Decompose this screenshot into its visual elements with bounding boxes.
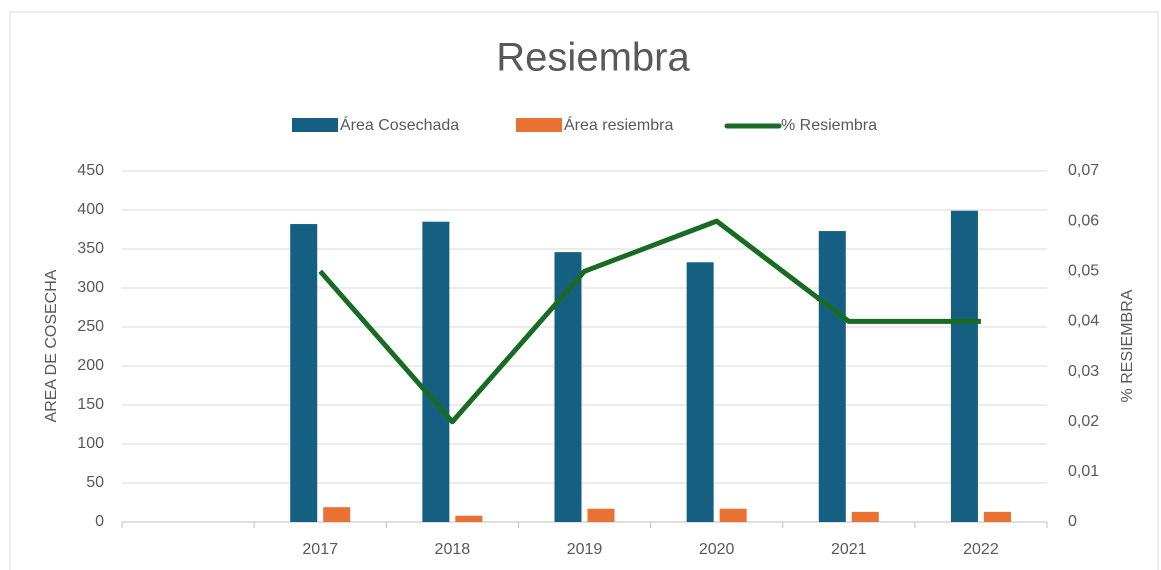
x-tick-label: 2018	[435, 541, 471, 558]
y-axis-label: AREA DE COSECHA	[43, 269, 60, 422]
chart-title: Resiembra	[496, 36, 690, 80]
x-tick-label: 2022	[963, 541, 999, 558]
y2-tick-label: 0,05	[1068, 263, 1099, 280]
bar	[686, 262, 714, 522]
y2-tick-label: 0,01	[1068, 463, 1099, 480]
line	[318, 218, 981, 425]
bar	[851, 511, 879, 522]
bar	[983, 511, 1011, 522]
chart-border	[9, 11, 1159, 570]
y2-tick-label: 0,07	[1068, 162, 1099, 179]
y-tick-label: 150	[77, 396, 104, 413]
y-tick-label: 300	[77, 279, 104, 296]
y-tick-label: 350	[77, 240, 104, 257]
y-tick-label: 250	[77, 318, 104, 335]
bar	[290, 224, 318, 523]
y2-tick-label: 0,02	[1068, 413, 1099, 430]
y-tick-label: 0	[95, 513, 104, 530]
y2-tick-label: 0,04	[1068, 313, 1099, 330]
y-tick-label: 50	[86, 474, 104, 491]
bar	[950, 210, 978, 522]
legend-swatch	[516, 118, 562, 132]
bar	[719, 508, 747, 522]
legend-label: % Resiembra	[781, 117, 877, 134]
bar	[422, 221, 450, 522]
bar	[323, 507, 351, 522]
y2-tick-label: 0,06	[1068, 212, 1099, 229]
y2-axis-label: % RESIEMBRA	[1119, 289, 1136, 402]
y-tick-label: 400	[77, 201, 104, 218]
y2-tick-label: 0	[1068, 513, 1077, 530]
legend-swatch	[292, 118, 338, 132]
bar	[455, 515, 483, 522]
y-tick-label: 450	[77, 162, 104, 179]
x-tick-label: 2021	[831, 541, 867, 558]
x-tick-label: 2020	[699, 541, 735, 558]
legend-label: Área Cosechada	[340, 115, 459, 134]
x-tick-label: 2017	[302, 541, 338, 558]
bar	[587, 508, 615, 522]
legend-label: Área resiembra	[564, 115, 673, 134]
y2-tick-label: 0,03	[1068, 363, 1099, 380]
x-tick-label: 2019	[567, 541, 603, 558]
bar	[818, 231, 846, 522]
y-tick-label: 100	[77, 435, 104, 452]
y-tick-label: 200	[77, 357, 104, 374]
